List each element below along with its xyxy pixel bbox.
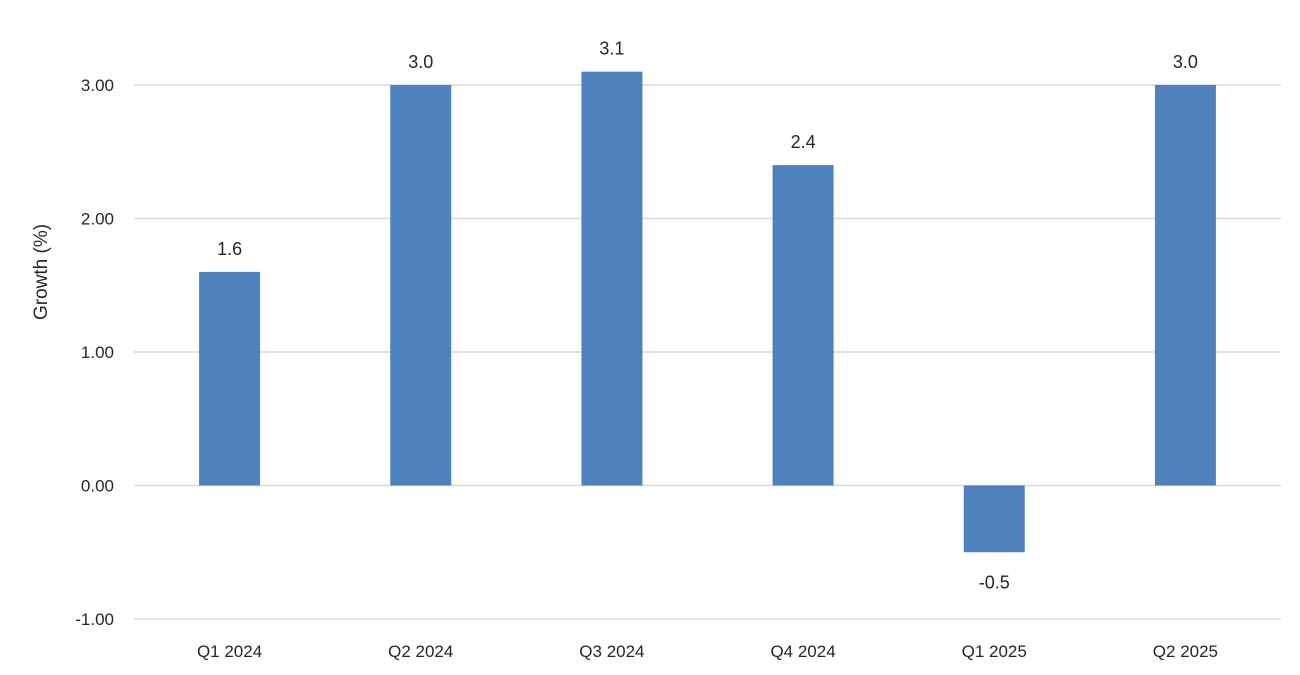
data-label: 3.0 bbox=[1173, 52, 1198, 72]
data-label: 2.4 bbox=[791, 132, 816, 152]
x-tick-label: Q4 2024 bbox=[770, 642, 835, 661]
x-tick-label: Q2 2024 bbox=[388, 642, 453, 661]
bar bbox=[1154, 85, 1216, 486]
gridlines bbox=[134, 84, 1281, 620]
x-tick-label: Q3 2024 bbox=[579, 642, 644, 661]
bars bbox=[199, 71, 1216, 553]
data-labels: 1.6 3.0 3.1 2.4 -0.5 3.0 bbox=[217, 39, 1198, 593]
x-axis-ticks: Q1 2024 Q2 2024 Q3 2024 Q4 2024 Q1 2025 Q2 20… bbox=[197, 642, 1218, 661]
x-tick-label: Q2 2025 bbox=[1153, 642, 1218, 661]
y-axis-title: Growth (%) bbox=[31, 224, 52, 320]
data-label: -0.5 bbox=[979, 572, 1010, 592]
y-tick-label: 0.00 bbox=[81, 477, 114, 496]
data-label: 3.0 bbox=[408, 52, 433, 72]
bar bbox=[581, 71, 643, 486]
y-axis-ticks: -1.00 0.00 1.00 2.00 3.00 bbox=[75, 76, 114, 629]
bar bbox=[199, 271, 261, 486]
y-tick-label: -1.00 bbox=[75, 610, 114, 629]
bar bbox=[963, 485, 1025, 553]
x-tick-label: Q1 2025 bbox=[962, 642, 1027, 661]
bar bbox=[772, 165, 834, 486]
y-tick-label: 1.00 bbox=[81, 343, 114, 362]
bar bbox=[390, 85, 452, 486]
y-tick-label: 2.00 bbox=[81, 210, 114, 229]
y-tick-label: 3.00 bbox=[81, 76, 114, 95]
data-label: 1.6 bbox=[217, 239, 242, 259]
data-label: 3.1 bbox=[599, 39, 624, 59]
x-tick-label: Q1 2024 bbox=[197, 642, 262, 661]
